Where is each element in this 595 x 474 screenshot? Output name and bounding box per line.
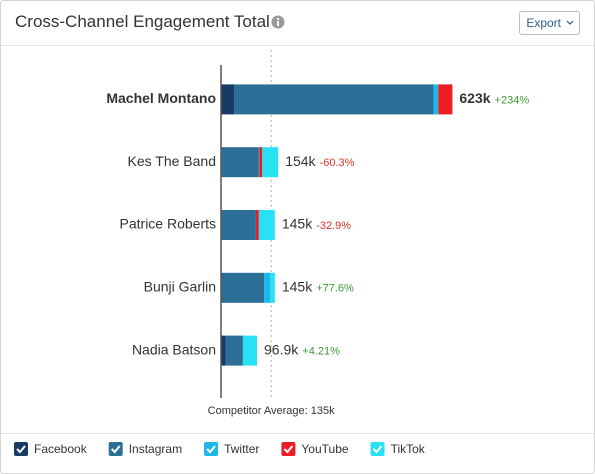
bar-segment (262, 147, 279, 178)
legend-item[interactable]: Twitter (204, 442, 259, 456)
bar-segment (242, 335, 258, 366)
category-label: Machel Montano (106, 90, 216, 106)
header-separator (1, 45, 594, 46)
bar-segment (258, 147, 260, 178)
legend-label: Instagram (129, 442, 182, 456)
legend-label: TikTok (391, 442, 426, 456)
bar-segment (438, 84, 453, 115)
info-icon[interactable] (271, 15, 285, 29)
change-label: +4.21% (302, 346, 340, 358)
legend-item[interactable]: Instagram (108, 442, 182, 456)
legend-check (110, 445, 121, 454)
legend-item[interactable]: TikTok (370, 442, 426, 456)
bar-segment (433, 84, 439, 115)
bar-segment (259, 147, 263, 178)
bar-segment (221, 147, 259, 178)
footer-separator (1, 433, 594, 434)
widget-title: Cross-Channel Engagement Total (15, 12, 270, 31)
bar-segment (234, 84, 434, 115)
change-label: +77.6% (316, 283, 354, 295)
legend-label: Twitter (224, 442, 259, 456)
export-label: Export (526, 16, 561, 30)
bar-segment (270, 272, 275, 303)
category-label: Bunji Garlin (144, 279, 216, 295)
legend-checkbox (370, 442, 385, 456)
category-label: Kes The Band (128, 153, 216, 169)
bar-segment (258, 210, 275, 240)
export-button[interactable]: Export (519, 11, 580, 35)
total-label: 145k (282, 216, 313, 232)
legend-item[interactable]: YouTube (281, 442, 349, 456)
legend-check (372, 445, 383, 454)
total-label: 96.9k (264, 341, 299, 357)
total-label: 154k (285, 153, 316, 169)
bar-segment (221, 84, 234, 115)
total-label: 145k (282, 279, 313, 295)
legend-checkbox (281, 442, 296, 456)
category-label: Nadia Batson (132, 341, 216, 357)
legend-check (206, 445, 216, 454)
legend-check (283, 445, 294, 454)
bar-segment (255, 210, 259, 240)
legend-checkbox (108, 442, 123, 456)
bar-segment (221, 335, 226, 366)
bar-segment (221, 272, 265, 303)
legend-check (16, 445, 26, 454)
bar-segment (264, 272, 271, 303)
legend-label: Facebook (34, 442, 88, 456)
legend-label: YouTube (301, 442, 348, 456)
change-label: -32.9% (316, 220, 351, 232)
change-label: -60.3% (320, 157, 355, 169)
legend-checkbox (14, 442, 28, 456)
legend-item[interactable]: Facebook (14, 442, 88, 456)
reference-label: Competitor Average: 135k (208, 405, 335, 417)
category-label: Patrice Roberts (120, 216, 216, 232)
bar-segment (225, 335, 243, 366)
total-label: 623k (459, 90, 490, 106)
change-label: +234% (495, 94, 530, 106)
legend-checkbox (204, 442, 219, 456)
bar-segment (221, 210, 256, 240)
